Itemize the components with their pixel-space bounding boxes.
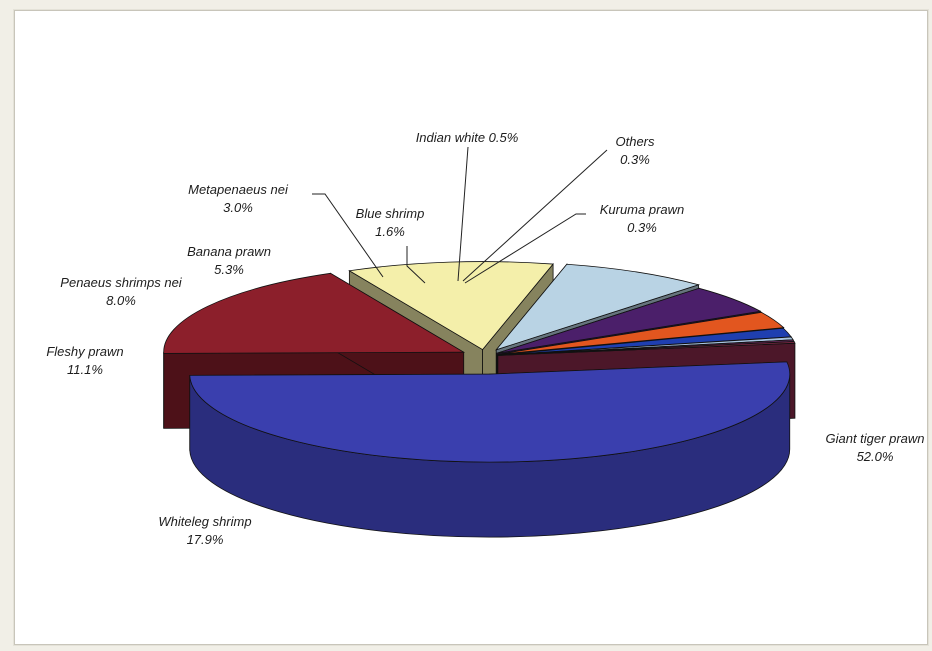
slice-name-metapenaeus-nei: Metapenaeus nei — [188, 182, 289, 197]
slice-value-fleshy-prawn: 11.1% — [67, 362, 103, 377]
pie-slice-banana-prawn — [496, 287, 762, 354]
leader-line-kuruma-prawn — [464, 213, 586, 284]
slice-name-penaeus-shrimps-nei: Penaeus shrimps nei — [60, 275, 183, 290]
slice-value-giant-tiger-prawn: 52.0% — [857, 449, 894, 464]
slice-value-penaeus-shrimps-nei: 8.0% — [106, 293, 136, 308]
slice-name-others: Others — [615, 134, 655, 149]
slice-value-banana-prawn: 5.3% — [214, 262, 244, 277]
slice-value-whiteleg-shrimp: 17.9% — [187, 532, 224, 547]
leader-line-indian-white — [457, 146, 469, 282]
slice-name-giant-tiger-prawn: Giant tiger prawn — [826, 431, 925, 446]
slice-name-whiteleg-shrimp: Whiteleg shrimp — [158, 514, 251, 529]
slice-value-others: 0.3% — [620, 152, 650, 167]
leader-line-others — [462, 149, 608, 282]
slice-value-kuruma-prawn: 0.3% — [627, 220, 657, 235]
pie-slice-metapenaeus-nei — [497, 311, 785, 355]
slice-name-fleshy-prawn: Fleshy prawn — [46, 344, 123, 359]
slice-value-blue-shrimp: 1.6% — [375, 224, 405, 239]
leader-line-blue-shrimp — [406, 246, 426, 284]
leader-line-metapenaeus-nei — [312, 193, 384, 278]
slice-name-kuruma-prawn: Kuruma prawn — [600, 202, 685, 217]
chart-frame: Giant tiger prawn 52.0% Whiteleg shrimp 17.… — [14, 10, 928, 645]
pie-slice-whiteleg-shrimp — [163, 272, 466, 354]
slice-labels: Giant tiger prawn 52.0% Whiteleg shrimp 17.… — [46, 130, 924, 547]
pie-slice-penaeus-shrimps-nei — [495, 263, 700, 351]
pie-slice-giant-tiger-prawn — [189, 361, 791, 463]
pie-slice-fleshy-prawn — [348, 261, 554, 351]
slice-label-indian-white: Indian white 0.5% — [416, 130, 519, 145]
pie-slice-kuruma-prawn — [497, 341, 796, 356]
slice-name-banana-prawn: Banana prawn — [187, 244, 271, 259]
slice-name-blue-shrimp: Blue shrimp — [356, 206, 425, 221]
pie-chart: Giant tiger prawn 52.0% Whiteleg shrimp 17.… — [46, 130, 924, 547]
slice-value-metapenaeus-nei: 3.0% — [223, 200, 253, 215]
